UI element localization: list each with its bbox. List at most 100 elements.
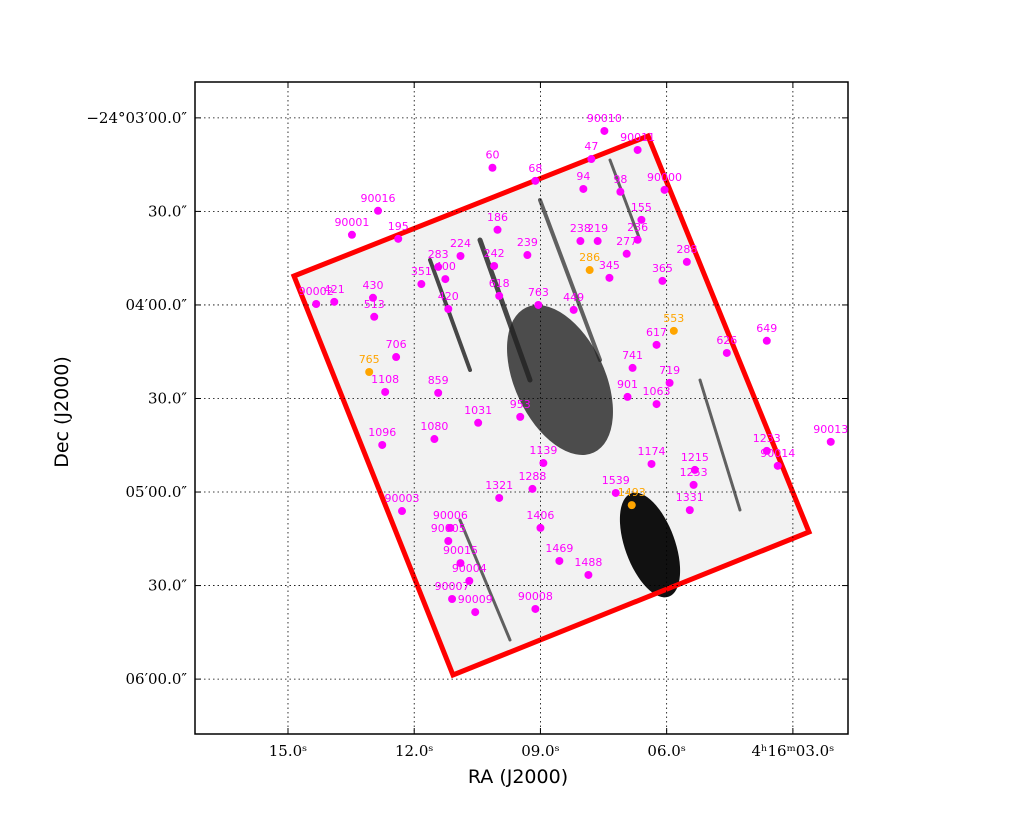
source-label: 649 (756, 322, 777, 335)
source-label: 351 (411, 265, 432, 278)
source-marker (593, 237, 602, 246)
source-label: 1539 (602, 474, 630, 487)
source-marker (773, 461, 782, 470)
source-label: 277 (616, 235, 637, 248)
bright-source (619, 492, 681, 598)
y-tick-label: −24°03′00.0″ (86, 109, 187, 127)
source-label: 953 (510, 398, 531, 411)
source-marker (430, 435, 439, 444)
streak (608, 158, 642, 242)
footprint (290, 132, 813, 679)
source-marker (665, 378, 674, 387)
source-label: 90009 (458, 593, 493, 606)
y-tick-label: 05′00.0″ (126, 483, 188, 501)
source-label: 1253 (680, 466, 708, 479)
source-label: 430 (362, 279, 383, 292)
source-marker (444, 536, 453, 545)
source-label: 94 (576, 170, 590, 183)
source-marker (622, 249, 631, 258)
source-label: 1063 (643, 385, 671, 398)
source-marker (652, 340, 661, 349)
source-label: 239 (517, 236, 538, 249)
source-label: 186 (487, 211, 508, 224)
source-label: 90013 (813, 423, 848, 436)
streak (458, 518, 512, 642)
source-marker (434, 262, 443, 271)
source-marker (446, 523, 455, 532)
source-label: 617 (646, 326, 667, 339)
source-label: 420 (438, 290, 459, 303)
source-marker (539, 459, 548, 468)
source-marker (471, 608, 480, 617)
source-label: 449 (563, 291, 584, 304)
source-marker (495, 291, 504, 300)
source-label: 618 (489, 277, 510, 290)
source-marker (370, 312, 379, 321)
source-label: 90014 (760, 447, 795, 460)
source-label: 859 (428, 374, 449, 387)
source-marker (762, 446, 771, 455)
source-label: 47 (584, 140, 598, 153)
source-marker (611, 488, 620, 497)
streak (428, 258, 472, 372)
source-label: 90008 (518, 590, 553, 603)
source-marker (456, 559, 465, 568)
source-marker (441, 275, 450, 284)
source-marker (762, 336, 771, 345)
source-marker (528, 484, 537, 493)
source-marker (417, 280, 426, 289)
source-label: 765 (359, 353, 380, 366)
source-marker (587, 155, 596, 164)
source-marker (495, 493, 504, 502)
source-marker (579, 184, 588, 193)
source-label: 741 (622, 349, 643, 362)
y-tick-label: 30.0″ (148, 389, 187, 407)
source-marker (623, 392, 632, 401)
source-label: 719 (659, 364, 680, 377)
source-marker (669, 326, 678, 335)
source-marker (584, 570, 593, 579)
source-label: 242 (484, 247, 505, 260)
source-marker (534, 300, 543, 309)
source-label: 553 (663, 312, 684, 325)
source-label: 1321 (485, 479, 513, 492)
source-label: 400 (435, 260, 456, 273)
source-label: 224 (450, 237, 471, 250)
source-label: 195 (388, 220, 409, 233)
source-marker (652, 400, 661, 409)
source-marker (381, 387, 390, 396)
source-label: 288 (676, 243, 697, 256)
source-marker (516, 412, 525, 421)
source-label: 98 (613, 173, 627, 186)
source-label: 90006 (433, 509, 468, 522)
source-label: 421 (324, 283, 345, 296)
source-label: 90011 (620, 131, 655, 144)
source-marker (456, 251, 465, 260)
x-tick-label: 09.0ˢ (521, 742, 559, 760)
source-marker (633, 145, 642, 154)
source-label: 1493 (618, 486, 646, 499)
source-label: 90000 (647, 171, 682, 184)
source-label: 90005 (431, 522, 466, 535)
x-axis-label: RA (J2000) (468, 766, 568, 788)
source-label: 60 (485, 149, 499, 162)
source-label: 90007 (435, 580, 470, 593)
y-tick-label: 06′00.0″ (126, 670, 188, 688)
source-marker (722, 348, 731, 357)
axes-frame (194, 81, 849, 735)
source-label: 90003 (385, 492, 420, 505)
source-label: 1139 (529, 444, 557, 457)
source-marker (398, 507, 407, 516)
source-marker (660, 185, 669, 194)
source-label: 1469 (545, 542, 573, 555)
source-marker (330, 297, 339, 306)
source-label: 90001 (334, 216, 369, 229)
source-label: 90002 (299, 285, 334, 298)
source-label: 1096 (368, 426, 396, 439)
source-marker (493, 225, 502, 234)
source-marker (523, 251, 532, 260)
source-marker (374, 206, 383, 215)
source-label: 1108 (371, 373, 399, 386)
x-tick-label: 4ʰ16ᵐ03.0ˢ (751, 742, 834, 760)
source-marker (531, 604, 540, 613)
